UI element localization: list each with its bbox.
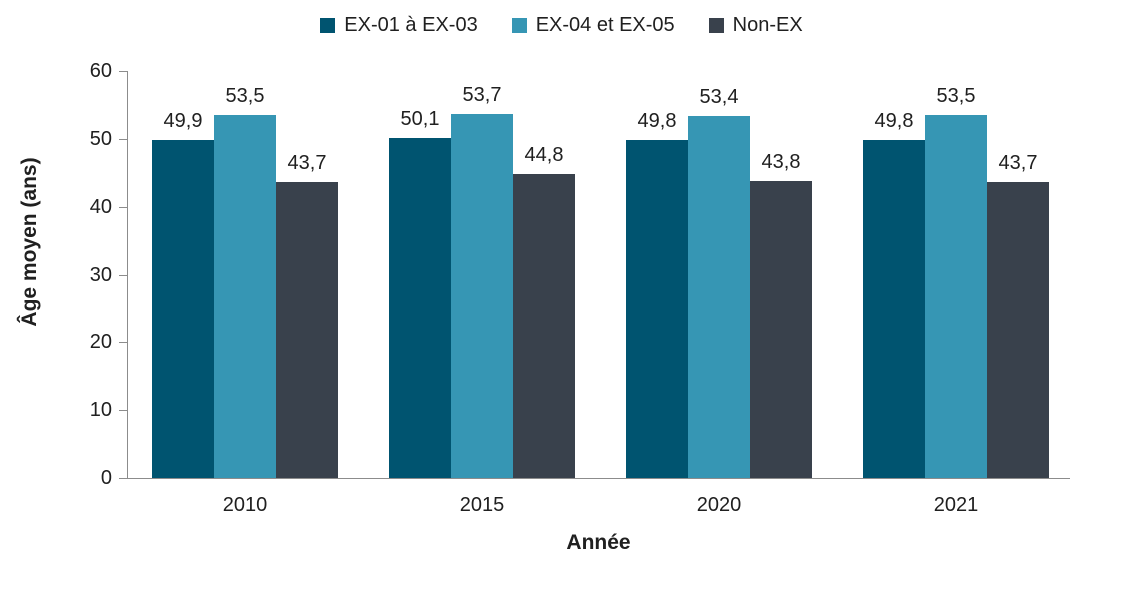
y-tick-mark bbox=[119, 71, 127, 72]
bar-2015-2 bbox=[451, 113, 513, 478]
bar-2021-3 bbox=[987, 181, 1049, 478]
legend-swatch-icon bbox=[511, 18, 527, 33]
y-tick-mark bbox=[119, 410, 127, 412]
legend-swatch-icon bbox=[708, 18, 724, 33]
x-axis-line bbox=[127, 478, 1070, 479]
x-category-label: 2020 bbox=[696, 494, 742, 516]
bar-2015-1 bbox=[389, 138, 451, 478]
y-tick-mark bbox=[119, 274, 127, 276]
x-axis-title: Année bbox=[566, 531, 631, 554]
bar-value-label: 53,5 bbox=[225, 85, 265, 108]
bar-2010-2 bbox=[214, 115, 276, 478]
y-tick-label: 30 bbox=[89, 263, 112, 286]
legend-label: EX-04 et EX-05 bbox=[535, 14, 675, 36]
legend-item-1: EX-01 à EX-03 bbox=[320, 14, 478, 37]
legend-label: Non-EX bbox=[732, 14, 803, 36]
bar-2021-1 bbox=[863, 140, 925, 478]
legend: EX-01 à EX-03 EX-04 et EX-05 Non-EX bbox=[0, 14, 1123, 37]
y-tick-mark bbox=[119, 478, 127, 479]
bar-2021-2 bbox=[925, 115, 987, 478]
bar-2020-2 bbox=[688, 115, 750, 478]
bar-2015-3 bbox=[513, 174, 575, 478]
x-category-label: 2015 bbox=[459, 494, 505, 516]
legend-label: EX-01 à EX-03 bbox=[344, 14, 478, 36]
bar-value-label: 49,8 bbox=[637, 110, 677, 133]
x-category-label: 2021 bbox=[933, 494, 979, 516]
y-tick-mark bbox=[119, 206, 127, 208]
bar-value-label: 49,9 bbox=[163, 109, 203, 132]
y-tick-label: 50 bbox=[89, 127, 112, 150]
y-tick-label: 0 bbox=[100, 467, 112, 489]
y-axis-line bbox=[127, 71, 128, 478]
bar-value-label: 53,4 bbox=[699, 85, 739, 108]
y-tick-label: 60 bbox=[89, 60, 112, 82]
bar-value-label: 53,5 bbox=[936, 85, 976, 108]
bar-2010-1 bbox=[152, 139, 214, 478]
y-tick-label: 10 bbox=[89, 399, 112, 422]
legend-item-2: EX-04 et EX-05 bbox=[511, 14, 675, 37]
bar-2010-3 bbox=[276, 181, 338, 478]
bar-2020-1 bbox=[626, 140, 688, 478]
bar-value-label: 43,8 bbox=[761, 150, 801, 173]
bar-value-label: 44,8 bbox=[524, 144, 564, 167]
bar-value-label: 43,7 bbox=[287, 151, 327, 174]
bar-value-label: 50,1 bbox=[400, 108, 440, 131]
y-tick-label: 20 bbox=[89, 331, 112, 354]
bar-value-label: 49,8 bbox=[874, 110, 914, 133]
legend-item-3: Non-EX bbox=[708, 14, 803, 37]
y-tick-mark bbox=[119, 138, 127, 140]
bar-value-label: 53,7 bbox=[462, 83, 502, 106]
legend-swatch-icon bbox=[320, 18, 336, 33]
y-tick-mark bbox=[119, 342, 127, 344]
y-tick-label: 40 bbox=[89, 195, 112, 218]
bar-2020-3 bbox=[750, 180, 812, 478]
y-axis-title: Âge moyen (ans) bbox=[18, 157, 41, 327]
x-category-label: 2010 bbox=[222, 494, 268, 516]
bar-value-label: 43,7 bbox=[998, 151, 1038, 174]
